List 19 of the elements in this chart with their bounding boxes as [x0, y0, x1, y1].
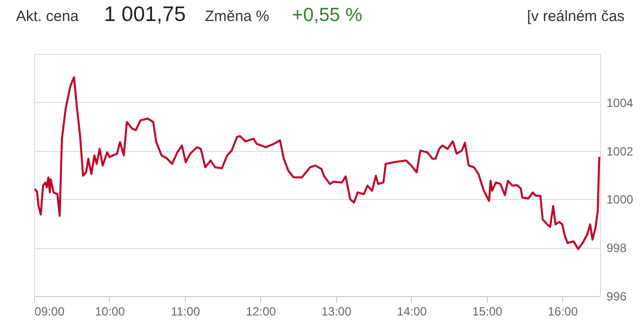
x-tick-label: 09:00	[34, 304, 65, 318]
y-tick-label: 998	[606, 241, 627, 256]
x-tick-label: 11:00	[170, 304, 200, 318]
line-series	[34, 76, 600, 250]
x-tick-label: 16:00	[548, 304, 578, 318]
x-tick-label: 13:00	[321, 304, 352, 318]
y-tick-label: 996	[606, 290, 627, 304]
x-tick-label: 15:00	[472, 304, 503, 318]
x-tick-label: 14:00	[396, 304, 428, 318]
x-tick-label: 12:00	[246, 304, 276, 318]
text: 1 001,75	[104, 3, 186, 26]
x-tick-label: 10:00	[94, 304, 126, 318]
y-tick-label: 1000	[606, 192, 634, 207]
text: Akt. cena	[16, 8, 80, 25]
text: Změna %	[205, 8, 270, 25]
y-tick-label: 1004	[606, 96, 634, 110]
text: [v reálném čas	[527, 8, 625, 25]
y-tick-label: 1002	[606, 144, 634, 158]
text: +0,55 %	[292, 5, 362, 26]
